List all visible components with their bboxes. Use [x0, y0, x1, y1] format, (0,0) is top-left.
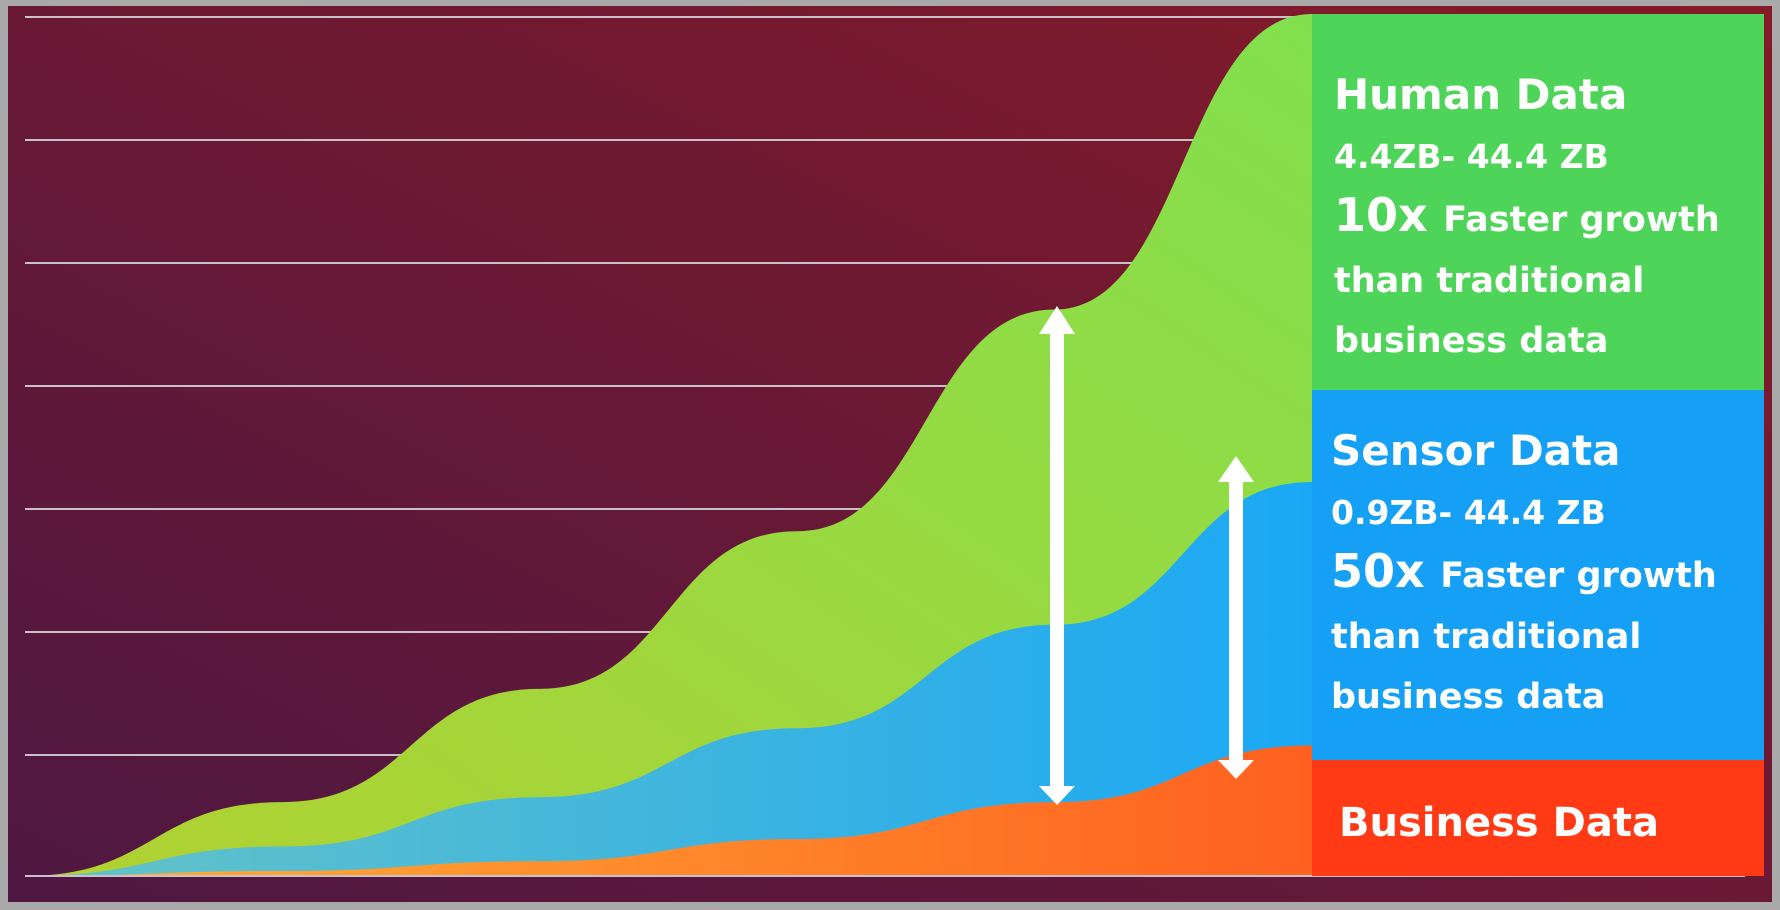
human-data-growth-line: 10x Faster growth	[1334, 188, 1720, 242]
sensor-data-area	[25, 481, 1312, 876]
sensor-data-multiplier: 50x	[1331, 544, 1425, 598]
sensor-data-growth-text: Faster growth	[1440, 556, 1717, 596]
human-data-legend-box	[1312, 14, 1764, 390]
business-data-legend-box	[1312, 760, 1764, 876]
sensor-data-legend-box	[1312, 390, 1764, 760]
human-data-line2: than traditional	[1334, 261, 1644, 301]
human-data-growth-text: Faster growth	[1443, 200, 1720, 240]
sensor-data-range: 0.9ZB- 44.4 ZB	[1331, 493, 1606, 532]
sensor-data-title: Sensor Data	[1331, 426, 1620, 475]
human-data-line3: business data	[1334, 321, 1608, 361]
human-growth-arrow	[1039, 306, 1075, 805]
human-data-range: 4.4ZB- 44.4 ZB	[1334, 137, 1609, 176]
business-data-area	[25, 745, 1312, 876]
human-data-title: Human Data	[1334, 70, 1627, 119]
sensor-data-line2: than traditional	[1331, 617, 1641, 657]
sensor-growth-arrow	[1218, 456, 1254, 779]
sensor-data-line3: business data	[1331, 677, 1605, 717]
sensor-data-growth-line: 50x Faster growth	[1331, 544, 1717, 598]
human-data-multiplier: 10x	[1334, 188, 1428, 242]
business-data-title: Business Data	[1339, 800, 1659, 846]
